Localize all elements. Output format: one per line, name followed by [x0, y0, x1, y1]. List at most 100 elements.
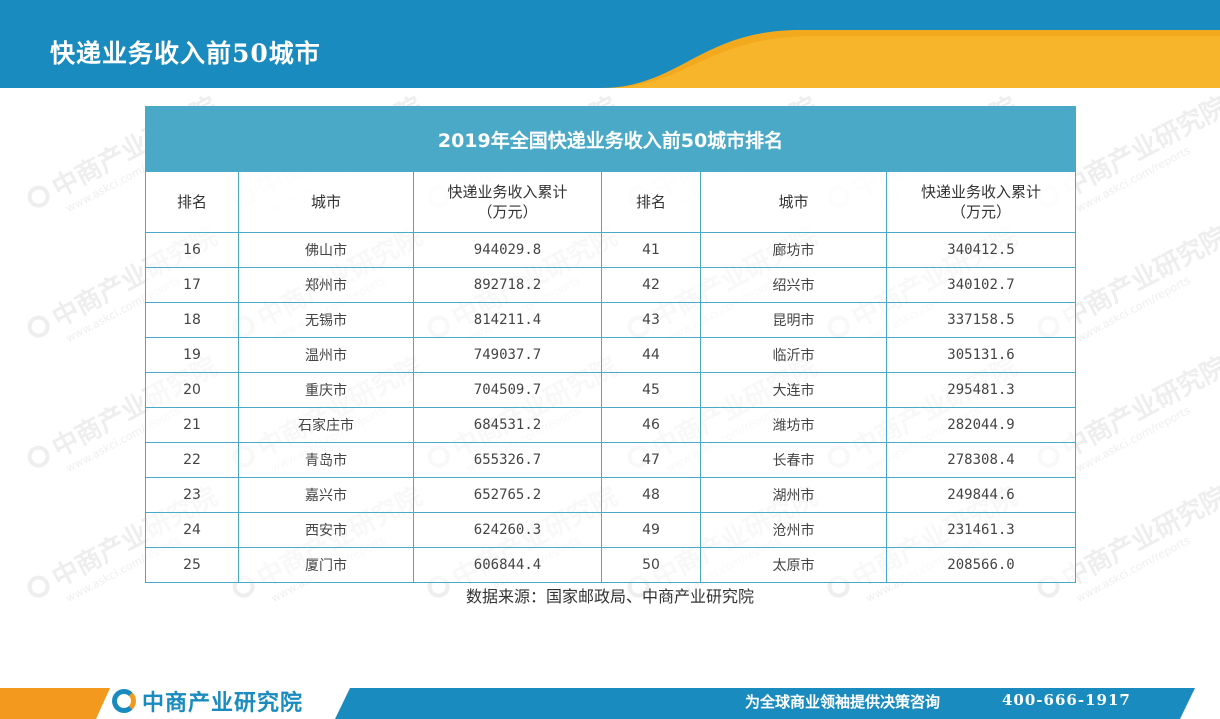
income-cell: 704509.7: [413, 372, 602, 408]
city-cell: 嘉兴市: [238, 477, 414, 513]
rank-cell: 45: [601, 372, 701, 408]
city-cell: 太原市: [700, 547, 887, 583]
city-cell: 佛山市: [238, 232, 414, 268]
rank-cell: 44: [601, 337, 701, 373]
income-cell: 208566.0: [885, 547, 1077, 583]
watermark-logo-icon: [23, 311, 54, 342]
table-row: 20 重庆市 704509.7 45 大连市 295481.3: [145, 372, 1077, 408]
rank-cell: 42: [601, 267, 701, 303]
page-footer: 中商产业研究院 为全球商业领袖提供决策咨询 400-666-1917: [0, 684, 1220, 719]
income-cell: 337158.5: [885, 302, 1077, 338]
rank-cell: 43: [601, 302, 701, 338]
footer-logo: 中商产业研究院: [112, 686, 303, 716]
rank-cell: 16: [145, 232, 239, 268]
header-income: 快递业务收入累计 （万元）: [413, 171, 602, 233]
rank-cell: 50: [601, 547, 701, 583]
income-cell: 278308.4: [885, 442, 1077, 478]
ranking-table: 2019年全国快递业务收入前50城市排名 排名 城市 快递业务收入累计 （万元）…: [144, 106, 1077, 583]
rank-cell: 48: [601, 477, 701, 513]
city-cell: 廊坊市: [700, 232, 887, 268]
table-header-row: 排名 城市 快递业务收入累计 （万元） 排名 城市 快递业务收入累计 （万元）: [145, 171, 1077, 233]
city-cell: 青岛市: [238, 442, 414, 478]
rank-cell: 18: [145, 302, 239, 338]
footer-logo-text: 中商产业研究院: [142, 691, 304, 716]
income-cell: 684531.2: [413, 407, 602, 443]
footer-band-decoration: [0, 688, 1195, 719]
table-row: 18 无锡市 814211.4 43 昆明市 337158.5: [145, 302, 1077, 338]
watermark-text: 中商产业研究院: [1057, 481, 1220, 594]
income-cell: 282044.9: [885, 407, 1077, 443]
city-cell: 沧州市: [700, 512, 887, 548]
income-cell: 624260.3: [413, 512, 602, 548]
income-cell: 655326.7: [413, 442, 602, 478]
watermark-text: 中商产业研究院: [1057, 91, 1220, 204]
city-cell: 长春市: [700, 442, 887, 478]
city-cell: 临沂市: [700, 337, 887, 373]
income-cell: 249844.6: [885, 477, 1077, 513]
header-income-line2: （万元）: [477, 203, 538, 221]
income-cell: 606844.4: [413, 547, 602, 583]
city-cell: 大连市: [700, 372, 887, 408]
watermark-logo-icon: [23, 181, 54, 212]
income-cell: 944029.8: [413, 232, 602, 268]
city-cell: 厦门市: [238, 547, 414, 583]
city-cell: 湖州市: [700, 477, 887, 513]
header-income: 快递业务收入累计 （万元）: [885, 171, 1077, 233]
data-source-note: 数据来源：国家邮政局、中商产业研究院: [465, 587, 754, 606]
page-header: 快递业务收入前50城市: [0, 0, 1220, 88]
watermark-logo-icon: [23, 441, 54, 472]
rank-cell: 24: [145, 512, 239, 548]
header-rank: 排名: [601, 171, 701, 233]
page-title: 快递业务收入前50城市: [50, 39, 321, 68]
city-cell: 温州市: [238, 337, 414, 373]
income-cell: 652765.2: [413, 477, 602, 513]
watermark-url: www.askci.com/reports: [1073, 403, 1193, 476]
city-cell: 郑州市: [238, 267, 414, 303]
income-cell: 340412.5: [885, 232, 1077, 268]
table-row: 16 佛山市 944029.8 41 廊坊市 340412.5: [145, 232, 1077, 268]
rank-cell: 46: [601, 407, 701, 443]
income-cell: 892718.2: [413, 267, 602, 303]
ranking-table-container: 2019年全国快递业务收入前50城市排名 排名 城市 快递业务收入累计 （万元）…: [144, 106, 1077, 583]
city-cell: 潍坊市: [700, 407, 887, 443]
income-cell: 305131.6: [885, 337, 1077, 373]
city-cell: 西安市: [238, 512, 414, 548]
table-body: 16 佛山市 944029.8 41 廊坊市 340412.5 17 郑州市 892718.2 4…: [145, 232, 1077, 583]
city-cell: 石家庄市: [238, 407, 414, 443]
table-row: 25 厦门市 606844.4 50 太原市 208566.0: [145, 547, 1077, 583]
income-cell: 814211.4: [413, 302, 602, 338]
city-cell: 昆明市: [700, 302, 887, 338]
header-swoosh-decoration: [600, 30, 1220, 88]
rank-cell: 47: [601, 442, 701, 478]
rank-cell: 21: [145, 407, 239, 443]
rank-cell: 19: [145, 337, 239, 373]
footer-slogan: 为全球商业领袖提供决策咨询: [745, 693, 941, 711]
table-row: 19 温州市 749037.7 44 临沂市 305131.6: [145, 337, 1077, 373]
rank-cell: 22: [145, 442, 239, 478]
header-rank: 排名: [145, 171, 239, 233]
city-cell: 绍兴市: [700, 267, 887, 303]
watermark-text: 中商产业研究院: [1057, 351, 1220, 464]
table-row: 17 郑州市 892718.2 42 绍兴市 340102.7: [145, 267, 1077, 303]
footer-phone: 400-666-1917: [1002, 691, 1131, 709]
income-cell: 231461.3: [885, 512, 1077, 548]
income-cell: 295481.3: [885, 372, 1077, 408]
rank-cell: 17: [145, 267, 239, 303]
table-row: 23 嘉兴市 652765.2 48 湖州市 249844.6: [145, 477, 1077, 513]
table-row: 24 西安市 624260.3 49 沧州市 231461.3: [145, 512, 1077, 548]
header-income-line1: 快递业务收入累计: [921, 183, 1042, 201]
rank-cell: 23: [145, 477, 239, 513]
header-income-line2: （万元）: [951, 203, 1012, 221]
city-cell: 无锡市: [238, 302, 414, 338]
rank-cell: 25: [145, 547, 239, 583]
rank-cell: 41: [601, 232, 701, 268]
company-logo-icon: [112, 689, 136, 713]
rank-cell: 20: [145, 372, 239, 408]
income-cell: 749037.7: [413, 337, 602, 373]
income-cell: 340102.7: [885, 267, 1077, 303]
watermark-url: www.askci.com/reports: [1073, 273, 1193, 346]
rank-cell: 49: [601, 512, 701, 548]
watermark-url: www.askci.com/reports: [1073, 143, 1193, 216]
watermark-text: 中商产业研究院: [1057, 221, 1220, 334]
header-city: 城市: [700, 171, 887, 233]
